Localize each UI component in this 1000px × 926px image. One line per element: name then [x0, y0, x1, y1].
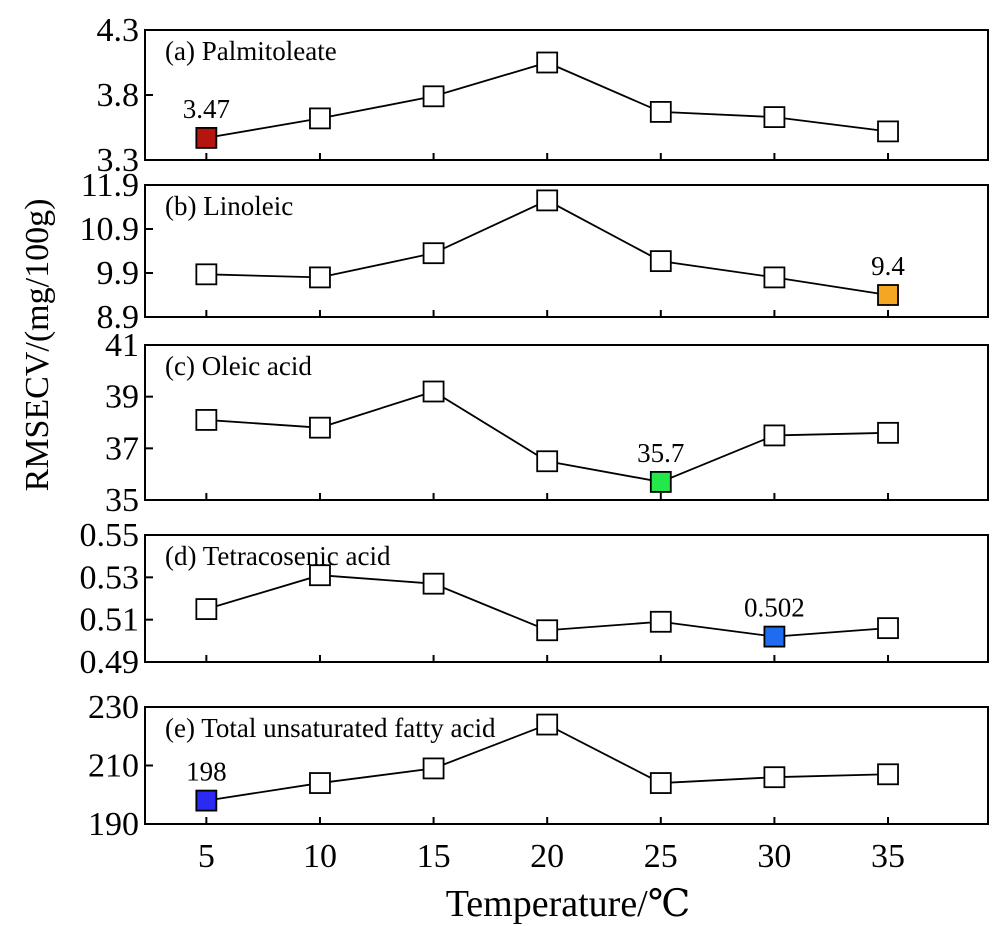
- series-line: [206, 199, 889, 296]
- x-tick-label: 20: [530, 838, 564, 875]
- y-tick-label: 39: [105, 379, 139, 416]
- data-point-marker: [195, 263, 218, 286]
- x-tick-label: 30: [757, 838, 791, 875]
- y-tick-label: 210: [88, 748, 139, 785]
- panel-frame-2: [144, 184, 989, 318]
- data-point-marker: [195, 598, 218, 620]
- y-tick-label: 3.3: [97, 142, 140, 179]
- data-point-marker: [649, 610, 672, 633]
- data-point-marker: [536, 51, 559, 74]
- data-point-marker: [877, 120, 899, 143]
- y-tick-label: 0.55: [80, 517, 140, 554]
- data-point-marker: [649, 250, 672, 273]
- data-point-marker: [536, 189, 559, 212]
- x-tick-label: 15: [417, 838, 451, 875]
- best-value-label: 3.47: [183, 94, 230, 124]
- data-point-marker: [422, 85, 445, 108]
- data-point-marker: [763, 766, 786, 789]
- data-point-marker: [422, 380, 445, 403]
- data-point-marker: [763, 424, 786, 447]
- x-tick-label: 10: [303, 838, 337, 875]
- y-tick-label: 41: [105, 327, 139, 364]
- data-point-marker: [309, 107, 331, 130]
- panel-title: (c) Oleic acid: [165, 351, 312, 381]
- panel-frame-4: [144, 534, 989, 663]
- data-point-marker: [649, 772, 672, 794]
- y-tick-label: 37: [105, 430, 139, 467]
- best-point-marker: [195, 127, 218, 149]
- data-point-marker: [536, 450, 559, 473]
- data-point-marker: [422, 757, 445, 780]
- x-tick-label: 5: [198, 838, 215, 875]
- y-tick-label: 4.3: [97, 12, 140, 49]
- data-point-marker: [877, 763, 899, 786]
- data-point-marker: [309, 416, 331, 439]
- y-tick-label: 0.49: [80, 644, 140, 681]
- x-axis-label: Temperature/℃: [446, 883, 691, 925]
- y-tick-label: 0.51: [80, 602, 140, 639]
- data-point-marker: [536, 713, 559, 736]
- data-point-marker: [422, 572, 445, 595]
- y-tick-label: 3.8: [97, 77, 140, 114]
- panel-frame-3: [144, 344, 989, 501]
- panel-title: (a) Palmitoleate: [165, 36, 337, 66]
- best-value-label: 35.7: [637, 438, 684, 468]
- data-point-marker: [877, 617, 899, 640]
- panel-title: (e) Total unsaturated fatty acid: [165, 713, 496, 743]
- best-value-label: 9.4: [871, 251, 905, 281]
- y-tick-label: 35: [105, 482, 139, 519]
- y-tick-label: 190: [88, 806, 139, 843]
- panel-title: (b) Linoleic: [165, 191, 293, 221]
- data-point-marker: [763, 266, 786, 289]
- y-tick-label: 10.9: [80, 211, 140, 248]
- y-tick-label: 9.9: [97, 255, 140, 292]
- data-point-marker: [309, 772, 331, 794]
- best-value-label: 198: [186, 757, 227, 787]
- data-point-marker: [195, 409, 218, 431]
- series-line: [206, 61, 889, 139]
- x-tick-label: 35: [871, 838, 905, 875]
- best-point-marker: [877, 284, 899, 306]
- y-tick-label: 0.53: [80, 559, 140, 596]
- y-tick-label: 11.9: [81, 167, 139, 204]
- best-point-marker: [649, 471, 672, 493]
- best-point-marker: [763, 625, 786, 648]
- y-tick-label: 230: [88, 689, 139, 726]
- data-point-marker: [309, 564, 331, 587]
- data-point-marker: [649, 101, 672, 123]
- panel-title: (d) Tetracosenic acid: [165, 541, 391, 571]
- data-point-marker: [536, 619, 559, 642]
- data-point-marker: [877, 421, 899, 444]
- y-axis-label: RMSECV/(mg/100g): [19, 199, 56, 492]
- best-value-label: 0.502: [744, 593, 805, 623]
- data-point-marker: [309, 266, 331, 289]
- data-point-marker: [422, 242, 445, 265]
- best-point-marker: [195, 789, 218, 812]
- x-tick-label: 25: [644, 838, 678, 875]
- data-point-marker: [763, 106, 786, 128]
- y-tick-label: 8.9: [97, 299, 140, 336]
